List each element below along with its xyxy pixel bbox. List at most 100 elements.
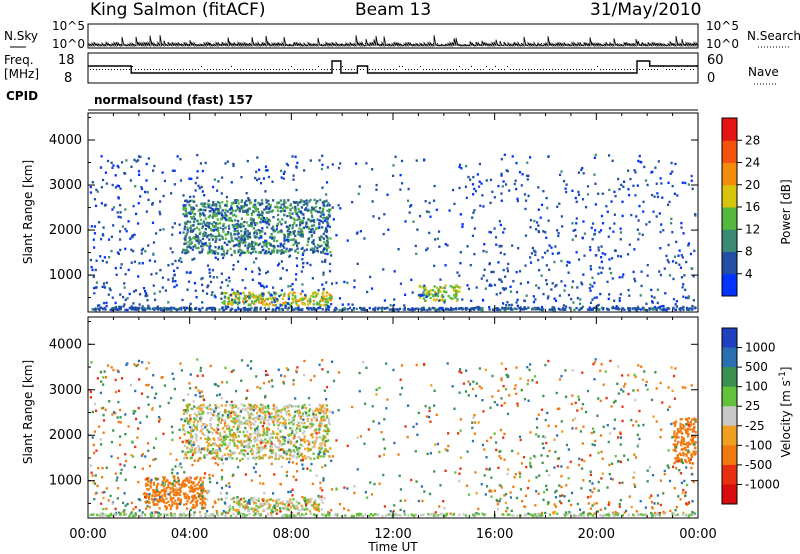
nave-dot xyxy=(684,69,685,70)
heatmap-cell xyxy=(185,248,188,252)
heatmap-cell xyxy=(248,242,251,246)
heatmap-cell xyxy=(171,277,174,280)
heatmap-cell xyxy=(99,166,103,169)
heatmap-cell xyxy=(207,444,210,448)
heatmap-cell xyxy=(327,202,330,205)
heatmap-cell xyxy=(191,199,194,203)
heatmap-cell xyxy=(286,164,290,167)
nave-dot xyxy=(696,66,697,67)
heatmap-cell xyxy=(283,199,286,202)
heatmap-cell xyxy=(275,499,278,503)
heatmap-cell xyxy=(328,422,331,426)
heatmap-cell xyxy=(221,216,224,220)
heatmap-cell xyxy=(258,439,261,443)
heatmap-cell xyxy=(165,507,168,511)
heatmap-cell xyxy=(117,197,120,200)
heatmap-cell xyxy=(312,303,315,306)
heatmap-cell xyxy=(301,457,305,461)
heatmap-cell xyxy=(244,204,247,207)
nave-dot xyxy=(471,66,472,67)
heatmap-cell xyxy=(238,245,241,248)
heatmap-cell xyxy=(268,296,271,300)
heatmap-cell xyxy=(99,255,102,258)
heatmap-cell xyxy=(225,278,228,282)
heatmap-cell xyxy=(171,280,175,283)
heatmap-cell xyxy=(208,238,211,241)
heatmap-cell xyxy=(326,237,329,241)
heatmap-cell xyxy=(265,217,269,220)
heatmap-cell xyxy=(190,443,193,447)
heatmap-cell xyxy=(283,213,286,217)
heatmap-cell xyxy=(310,230,313,234)
noise-search-dot xyxy=(297,44,298,46)
heatmap-cell xyxy=(653,305,657,309)
heatmap-cell xyxy=(322,288,325,291)
heatmap-cell xyxy=(611,257,614,260)
heatmap-cell xyxy=(529,363,532,366)
heatmap-cell xyxy=(271,286,275,289)
heatmap-cell xyxy=(537,224,540,227)
heatmap-cell xyxy=(95,281,99,284)
heatmap-cell xyxy=(91,308,94,311)
heatmap-cell xyxy=(330,254,333,257)
heatmap-cell xyxy=(153,308,156,311)
heatmap-cell xyxy=(473,187,476,191)
noise-panel-frame xyxy=(87,23,699,49)
noise-search-dot xyxy=(565,44,566,46)
heatmap-cell xyxy=(439,290,442,293)
heatmap-cell xyxy=(170,192,173,195)
heatmap-cell xyxy=(191,489,194,493)
heatmap-cell xyxy=(137,306,141,310)
heatmap-cell xyxy=(190,217,194,220)
heatmap-cell xyxy=(449,296,452,300)
heatmap-cell xyxy=(241,205,244,208)
heatmap-cell xyxy=(313,430,317,434)
heatmap-cell xyxy=(233,451,236,455)
heatmap-cell xyxy=(323,450,326,454)
heatmap-cell xyxy=(230,498,233,501)
heatmap-cell xyxy=(306,204,309,207)
heatmap-cell xyxy=(281,442,285,446)
noise-search-dot xyxy=(489,44,490,46)
heatmap-cell xyxy=(524,207,527,211)
heatmap-cell xyxy=(210,427,213,430)
heatmap-cell xyxy=(557,231,560,235)
heatmap-cell xyxy=(186,288,189,291)
heatmap-cell xyxy=(193,506,197,509)
heatmap-cell xyxy=(261,230,264,233)
noise-search-dot xyxy=(205,44,206,46)
heatmap-cell xyxy=(253,436,256,439)
heatmap-cell xyxy=(333,308,336,312)
heatmap-cell xyxy=(204,161,207,165)
heatmap-cell xyxy=(289,442,292,445)
nave-dot xyxy=(372,69,373,70)
heatmap-cell xyxy=(112,206,116,209)
heatmap-cell xyxy=(607,297,610,301)
heatmap-cell xyxy=(252,417,255,421)
heatmap-cell xyxy=(632,270,635,274)
heatmap-cell xyxy=(577,193,581,196)
heatmap-cell xyxy=(265,211,268,214)
heatmap-cell xyxy=(219,434,222,438)
heatmap-cell xyxy=(192,441,195,444)
heatmap-cell xyxy=(193,227,196,231)
heatmap-cell xyxy=(281,448,284,451)
noise-search-dot xyxy=(501,44,502,46)
heatmap-cell xyxy=(322,213,325,216)
heatmap-cell xyxy=(497,261,500,264)
heatmap-cell xyxy=(252,294,255,297)
heatmap-cell xyxy=(175,491,179,495)
heatmap-cell xyxy=(224,208,227,212)
nave-dot xyxy=(264,69,265,70)
heatmap-cell xyxy=(258,231,262,234)
heatmap-cell xyxy=(225,218,228,221)
heatmap-cell xyxy=(288,422,291,425)
heatmap-cell xyxy=(231,410,234,413)
heatmap-cell xyxy=(164,489,168,493)
heatmap-cell xyxy=(157,500,160,504)
heatmap-cell xyxy=(648,307,651,310)
nave-dot xyxy=(228,69,229,70)
heatmap-cell xyxy=(125,230,128,233)
heatmap-cell xyxy=(255,170,258,174)
heatmap-cell xyxy=(319,215,322,218)
